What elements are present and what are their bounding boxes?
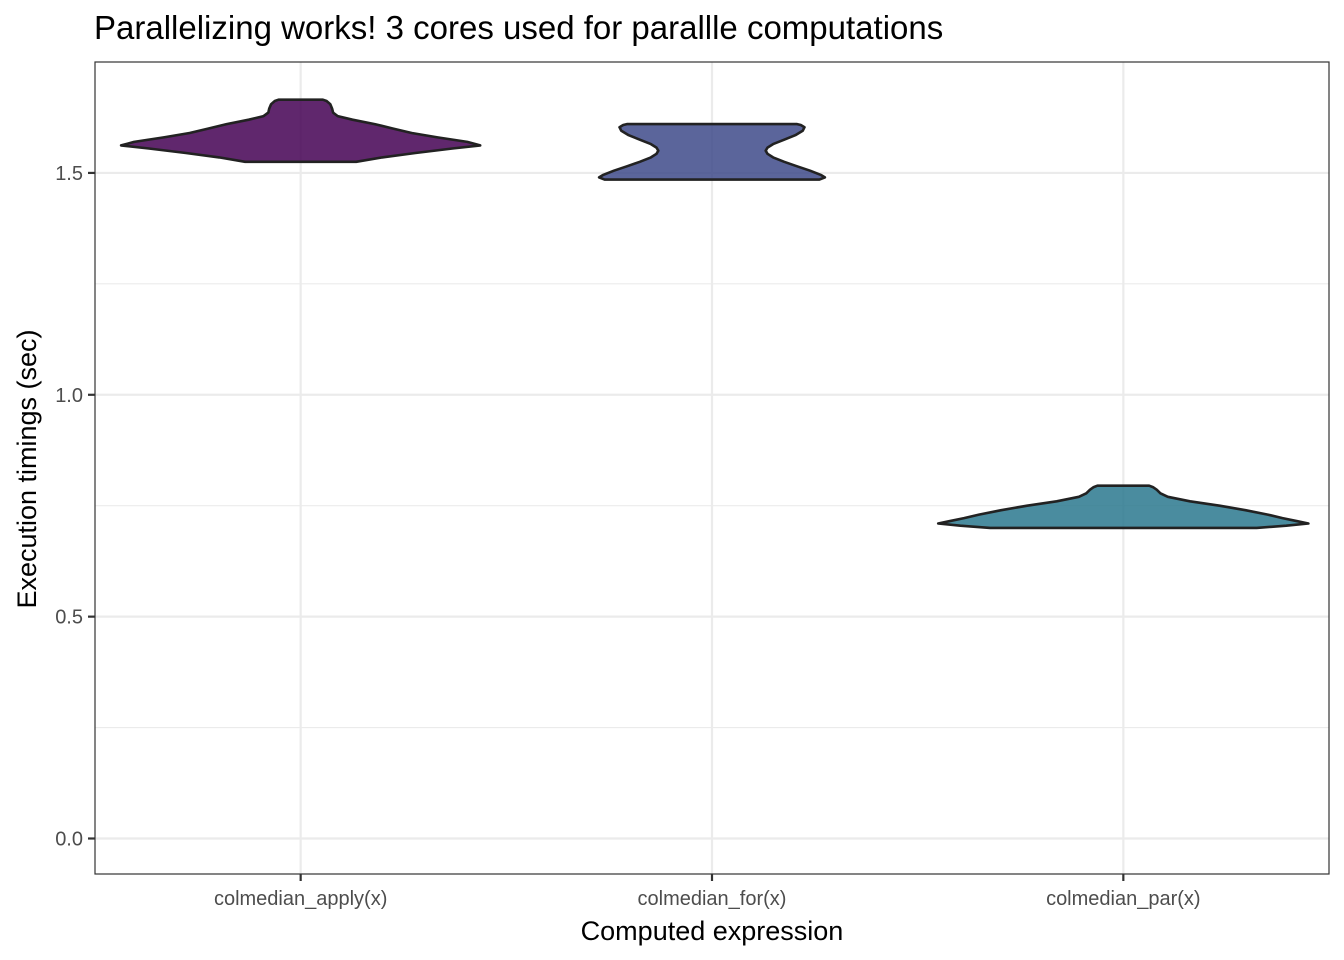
y-tick-label: 0.0 [55, 829, 83, 851]
y-axis-title: Execution timings (sec) [12, 329, 42, 608]
x-tick-label: colmedian_apply(x) [214, 888, 387, 910]
violin-colmedian-for-x [597, 122, 827, 181]
plot-panel [94, 61, 1330, 875]
x-tick-label: colmedian_par(x) [1046, 888, 1201, 910]
x-axis-title: Computed expression [581, 916, 844, 946]
chart-title: Parallelizing works! 3 cores used for pa… [94, 9, 943, 46]
y-tick-label: 1.5 [55, 163, 83, 185]
x-tick-label: colmedian_for(x) [638, 888, 787, 910]
y-tick-label: 0.5 [55, 607, 83, 629]
violin-colmedian-apply-x [119, 98, 482, 164]
y-tick-label: 1.0 [55, 385, 83, 407]
violin-colmedian-par-x [936, 484, 1310, 530]
